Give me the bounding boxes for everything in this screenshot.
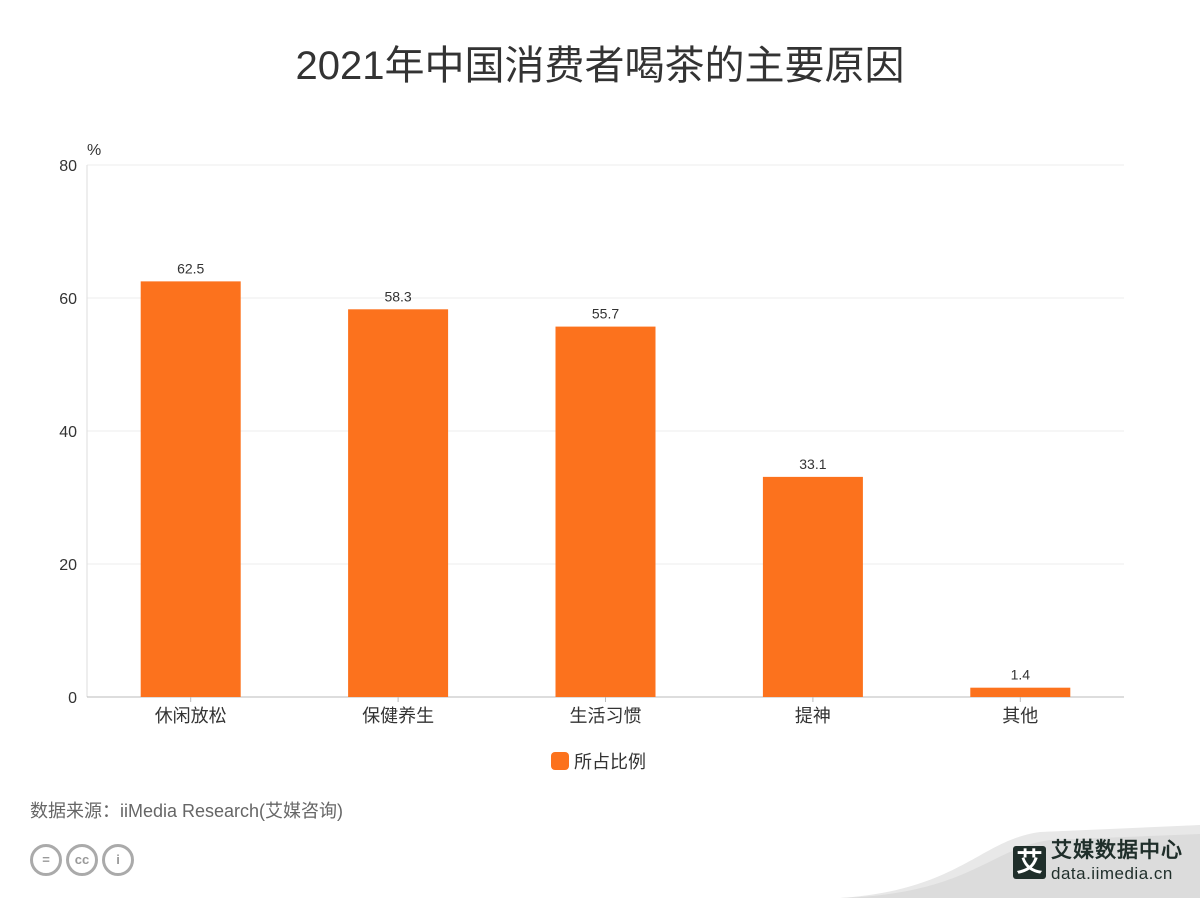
person-icon: i (102, 844, 134, 876)
equals-icon: = (30, 844, 62, 876)
bar-chart: 0 20 40 60 80% 62.5 休闲放松 58.3 保健养生 55.7 生活习惯 33.1 提神… (59, 142, 1124, 772)
data-label: 1.4 (1011, 667, 1031, 683)
x-tick-label: 保健养生 (362, 706, 434, 726)
data-label: 58.3 (384, 288, 411, 304)
source-note: 数据来源：iiMedia Research(艾媒咨询) (30, 801, 344, 821)
y-tick-label: 80 (59, 158, 77, 175)
data-label: 62.5 (177, 260, 204, 276)
y-tick-label: 0 (68, 690, 77, 707)
y-tick-label: 20 (59, 557, 77, 574)
license-icons: = cc i (30, 844, 134, 876)
brand-name: 艾媒数据中心 (1051, 839, 1183, 862)
x-tick-label: 休闲放松 (155, 706, 227, 726)
bar (348, 309, 449, 697)
cc-icon: cc (66, 844, 98, 876)
bar (555, 326, 656, 697)
bar (970, 687, 1071, 697)
data-label: 55.7 (592, 306, 619, 322)
data-label: 33.1 (799, 456, 826, 472)
bar (762, 476, 863, 697)
legend-label: 所占比例 (574, 752, 646, 772)
y-axis-unit: % (87, 142, 101, 159)
brand-url: data.iimedia.cn (1051, 864, 1173, 883)
x-tick-label: 其他 (1002, 706, 1038, 726)
brand-logo: 艾 (1013, 846, 1046, 879)
chart-title: 2021年中国消费者喝茶的主要原因 (295, 44, 905, 88)
y-tick-label: 40 (59, 424, 77, 441)
x-tick-label: 生活习惯 (570, 706, 642, 726)
legend-swatch (551, 752, 569, 770)
bar (140, 281, 241, 697)
x-tick-label: 提神 (795, 706, 831, 726)
y-tick-label: 60 (59, 291, 77, 308)
